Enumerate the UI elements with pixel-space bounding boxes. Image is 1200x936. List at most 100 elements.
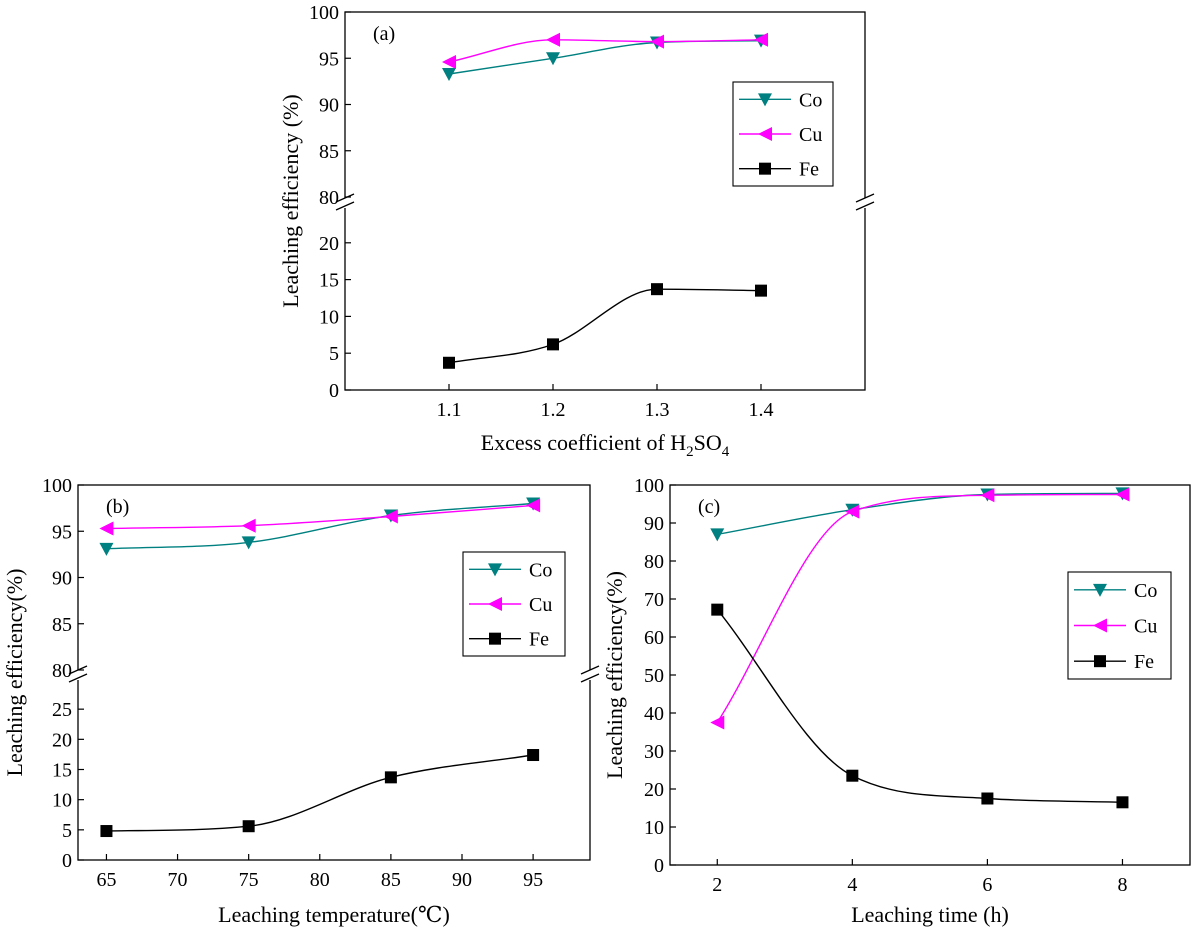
x-axis-title-part: Excess coefficient of H xyxy=(481,430,687,455)
y-tick-label: 80 xyxy=(644,551,664,573)
x-tick-label: 2 xyxy=(712,874,722,896)
y-tick-label: 50 xyxy=(644,665,664,687)
data-point-cu xyxy=(241,518,256,533)
series-line-fe xyxy=(106,754,534,832)
x-axis-title: Leaching temperature(℃) xyxy=(218,902,450,927)
axis-break-mark xyxy=(335,201,355,211)
panel-label: (a) xyxy=(373,23,395,45)
y-tick-label: 60 xyxy=(644,627,664,649)
y-tick-label: 80 xyxy=(319,187,339,209)
legend-label-cu: Cu xyxy=(1134,616,1157,638)
data-point-fe xyxy=(1116,796,1129,809)
x-tick-label: 65 xyxy=(96,869,116,891)
legend-label-cu: Cu xyxy=(529,594,552,616)
y-tick-label: 40 xyxy=(644,703,664,725)
y-tick-label: 95 xyxy=(319,48,339,70)
y-tick-label: 85 xyxy=(52,614,72,636)
axis-break-mark xyxy=(855,201,875,211)
data-point-cu xyxy=(710,715,725,730)
legend-marker-co xyxy=(1093,583,1107,597)
data-point-co xyxy=(442,67,456,81)
data-point-cu xyxy=(650,34,664,49)
x-tick-label: 95 xyxy=(523,869,543,891)
legend-marker-fe xyxy=(1094,655,1106,668)
data-point-cu xyxy=(383,509,398,524)
axis-break-gap xyxy=(336,198,354,208)
data-point-cu xyxy=(980,488,995,503)
y-tick-label: 90 xyxy=(644,513,664,535)
y-tick-label: 0 xyxy=(62,850,72,872)
chart-panel-b: 0 5 10 15 20 25 80 85 90 95 100 65 70 75 80 85 90 95 Leach… xyxy=(2,475,600,927)
legend-label-co: Co xyxy=(1134,580,1157,602)
y-tick-label: 0 xyxy=(329,380,339,402)
data-point-fe xyxy=(443,356,455,369)
y-tick-label: 90 xyxy=(319,95,339,117)
legend-marker-fe xyxy=(759,162,771,175)
x-tick-label: 90 xyxy=(452,869,472,891)
y-tick-label: 30 xyxy=(644,741,664,763)
y-tick-label: 85 xyxy=(319,141,339,163)
axis-break-mark xyxy=(580,673,600,683)
x-tick-label: 4 xyxy=(847,874,857,896)
y-tick-label: 70 xyxy=(644,589,664,611)
data-point-fe xyxy=(711,603,724,616)
axis-break-mark xyxy=(68,673,88,683)
legend: Co Cu Fe xyxy=(462,551,566,657)
data-point-fe xyxy=(100,825,113,838)
data-point-fe xyxy=(846,769,859,782)
data-point-cu xyxy=(754,32,768,47)
data-point-cu xyxy=(546,32,560,47)
data-point-co xyxy=(710,528,725,542)
x-axis-title: Excess coefficient of H2SO4 xyxy=(481,430,730,460)
legend-marker-cu xyxy=(758,127,772,141)
data-point-fe xyxy=(384,771,397,784)
panel-label: (b) xyxy=(106,496,129,518)
data-point-fe xyxy=(527,749,540,762)
x-tick-label: 8 xyxy=(1117,874,1127,896)
y-axis-title: Leaching efficiency (%) xyxy=(278,94,303,307)
y-tick-label: 20 xyxy=(319,233,339,255)
legend-label-fe: Fe xyxy=(529,629,549,651)
legend-marker-cu xyxy=(1093,618,1107,633)
data-point-cu xyxy=(845,504,860,519)
data-point-fe xyxy=(981,792,994,805)
data-point-co xyxy=(546,52,560,66)
x-tick-label: 80 xyxy=(310,869,330,891)
y-axis-title: Leaching efficiency(%) xyxy=(2,569,27,777)
x-tick-label: 85 xyxy=(381,869,401,891)
y-tick-label: 95 xyxy=(52,521,72,543)
data-point-fe xyxy=(755,284,767,297)
legend: Co Cu Fe xyxy=(732,81,834,187)
series-line-fe xyxy=(716,609,1123,803)
y-tick-label: 100 xyxy=(634,475,664,497)
y-tick-label: 90 xyxy=(52,568,72,590)
y-tick-label: 15 xyxy=(52,760,72,782)
y-tick-label: 20 xyxy=(644,779,664,801)
y-tick-label: 10 xyxy=(319,306,339,328)
data-point-co xyxy=(99,542,114,556)
y-tick-label: 0 xyxy=(654,855,664,877)
x-tick-label: 1.3 xyxy=(645,399,670,421)
legend: Co Cu Fe xyxy=(1067,571,1172,680)
axis-break-gap xyxy=(69,670,87,680)
x-tick-label: 75 xyxy=(239,869,259,891)
y-tick-label: 25 xyxy=(52,699,72,721)
data-point-cu xyxy=(526,498,541,513)
axis-break-mark xyxy=(855,193,875,203)
data-point-cu xyxy=(99,521,114,536)
legend-marker-cu xyxy=(488,597,502,611)
y-tick-label: 100 xyxy=(309,2,339,24)
x-axis-title: Leaching time (h) xyxy=(851,902,1009,927)
series-line-cu xyxy=(106,504,534,530)
data-point-fe xyxy=(547,338,559,351)
chart-panel-c: 0 10 20 30 40 50 60 70 80 90 100 2 4 6 8 Leaching effic… xyxy=(602,475,1191,927)
data-point-cu xyxy=(1115,487,1130,502)
axis-break-mark xyxy=(335,193,355,203)
x-tick-label: 6 xyxy=(982,874,992,896)
x-tick-label: 1.1 xyxy=(437,399,462,421)
axis-break-gap xyxy=(856,198,874,208)
x-axis-title-part: SO xyxy=(694,430,722,455)
axis-break-gap xyxy=(581,670,599,680)
y-tick-label: 5 xyxy=(329,343,339,365)
